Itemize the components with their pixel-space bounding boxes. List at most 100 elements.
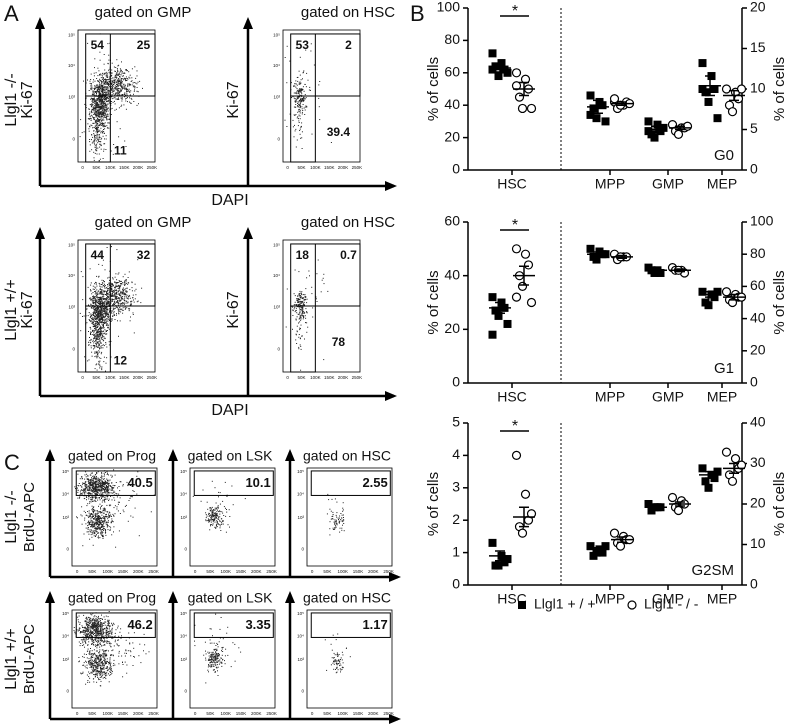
event-dot: [297, 91, 299, 93]
event-dot: [122, 78, 124, 80]
event-dot: [100, 77, 102, 79]
event-dot: [96, 78, 98, 79]
plot-title: gated on Prog: [68, 590, 156, 606]
event-dot: [89, 113, 91, 115]
event-dot: [108, 626, 110, 628]
flow-x-tick-label: 250K: [352, 165, 363, 170]
event-dot: [128, 76, 130, 78]
event-dot: [298, 298, 300, 300]
event-dot: [117, 78, 119, 80]
event-dot: [98, 344, 100, 346]
event-dot: [104, 489, 105, 491]
event-dot: [100, 97, 102, 99]
event-dot: [114, 100, 115, 102]
event-dot: [107, 624, 109, 626]
event-dot: [97, 304, 99, 306]
event-dot: [97, 118, 99, 120]
flow-x-tick-label: 200K: [251, 569, 262, 574]
event-dot: [108, 296, 110, 298]
event-dot: [117, 65, 119, 67]
event-dot: [105, 135, 107, 137]
event-dot: [95, 631, 97, 633]
flow-y-tick-label: 10⁵: [273, 32, 280, 37]
event-dot: [208, 514, 210, 515]
event-dot: [298, 103, 300, 105]
flow-x-tick-label: 50K: [297, 375, 305, 380]
event-dot: [105, 482, 107, 483]
event-dot: [103, 303, 105, 305]
event-dot: [124, 86, 126, 88]
event-dot: [106, 101, 108, 103]
flow-y-tick-label: 0: [184, 547, 187, 552]
event-dot: [118, 313, 120, 315]
event-dot: [131, 290, 133, 292]
event-dot: [108, 328, 110, 330]
event-dot: [92, 522, 94, 524]
event-dot: [130, 304, 132, 306]
event-dot: [304, 338, 305, 340]
event-dot: [137, 91, 139, 93]
event-dot: [101, 298, 103, 300]
event-dot: [112, 91, 114, 93]
event-dot: [102, 315, 104, 317]
event-dot: [102, 317, 104, 319]
event-dot: [218, 491, 220, 493]
event-dot: [92, 475, 94, 477]
event-dot: [98, 91, 100, 93]
event-dot: [99, 100, 101, 102]
event-dot: [96, 330, 98, 332]
event-dot: [111, 499, 113, 501]
event-dot: [94, 58, 96, 60]
event-dot: [301, 122, 303, 124]
event-dot: [109, 99, 110, 101]
event-dot: [317, 259, 319, 261]
event-dot: [114, 82, 116, 84]
event-dot: [111, 318, 113, 320]
event-dot: [94, 345, 95, 346]
event-dot: [125, 76, 127, 78]
event-dot: [92, 472, 93, 474]
event-dot: [97, 123, 99, 125]
event-dot: [102, 98, 104, 100]
event-dot: [95, 479, 97, 481]
event-dot: [104, 311, 106, 313]
event-dot: [103, 361, 105, 363]
event-dot: [103, 131, 105, 132]
event-dot: [88, 498, 90, 500]
event-dot: [106, 504, 108, 506]
event-dot: [102, 124, 104, 126]
event-dot: [94, 117, 95, 119]
event-dot: [104, 81, 106, 83]
event-dot: [98, 125, 100, 126]
event-dot: [89, 150, 91, 152]
event-dot: [118, 88, 120, 89]
event-dot: [119, 307, 121, 308]
event-dot: [87, 633, 89, 635]
event-dot: [99, 339, 101, 341]
event-dot: [90, 490, 92, 492]
event-dot: [120, 85, 122, 87]
event-dot: [105, 73, 107, 75]
event-dot: [95, 337, 97, 339]
event-dot: [300, 296, 302, 298]
event-dot: [112, 84, 113, 86]
event-dot: [98, 116, 100, 118]
event-dot: [300, 295, 301, 297]
event-dot: [118, 335, 119, 337]
event-dot: [100, 113, 102, 115]
event-dot: [95, 291, 97, 293]
event-dot: [94, 309, 96, 311]
event-dot: [96, 633, 98, 635]
event-dot: [99, 83, 101, 85]
event-dot: [112, 77, 114, 79]
event-dot: [88, 493, 90, 495]
event-dot: [103, 478, 105, 480]
event-dot: [335, 520, 337, 522]
event-dot: [122, 72, 124, 74]
event-dot: [93, 300, 95, 302]
event-dot: [91, 98, 93, 100]
event-dot: [98, 296, 100, 298]
event-dot: [101, 78, 103, 80]
event-dot: [93, 130, 95, 132]
event-dot: [86, 489, 88, 491]
